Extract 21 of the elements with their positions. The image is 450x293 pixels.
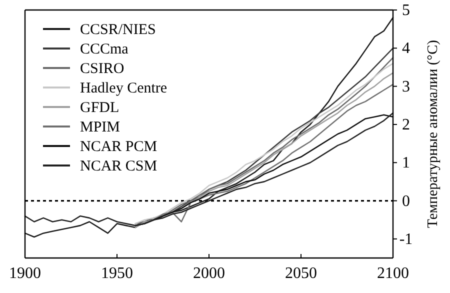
legend-label: MPIM (80, 120, 120, 136)
y-tick-label: 1 (402, 154, 410, 172)
y-tick-label: 4 (402, 40, 410, 58)
legend-label: CCSR/NIES (80, 22, 156, 38)
y-tick-label: 5 (402, 2, 410, 19)
y-tick-label: 2 (402, 116, 410, 134)
legend-label: NCAR PCM (80, 139, 158, 155)
y-axis-title: Температурные аномалии (°С) (425, 40, 441, 228)
legend-label: GFDL (80, 100, 120, 116)
legend-label: CCCma (80, 42, 129, 58)
legend-label: Hadley Centre (80, 80, 168, 96)
legend-label: NCAR CSM (80, 158, 158, 174)
x-tick-label: 1950 (101, 265, 133, 282)
x-tick-label: 2100 (377, 265, 409, 282)
x-tick-label: 2050 (285, 265, 317, 282)
y-tick-label: -1 (399, 230, 413, 248)
y-tick-label: 0 (402, 192, 410, 210)
legend-label: CSIRO (80, 61, 124, 77)
x-tick-label: 2000 (193, 265, 225, 282)
y-tick-label: 3 (402, 78, 410, 96)
x-tick-label: 1900 (9, 265, 41, 282)
